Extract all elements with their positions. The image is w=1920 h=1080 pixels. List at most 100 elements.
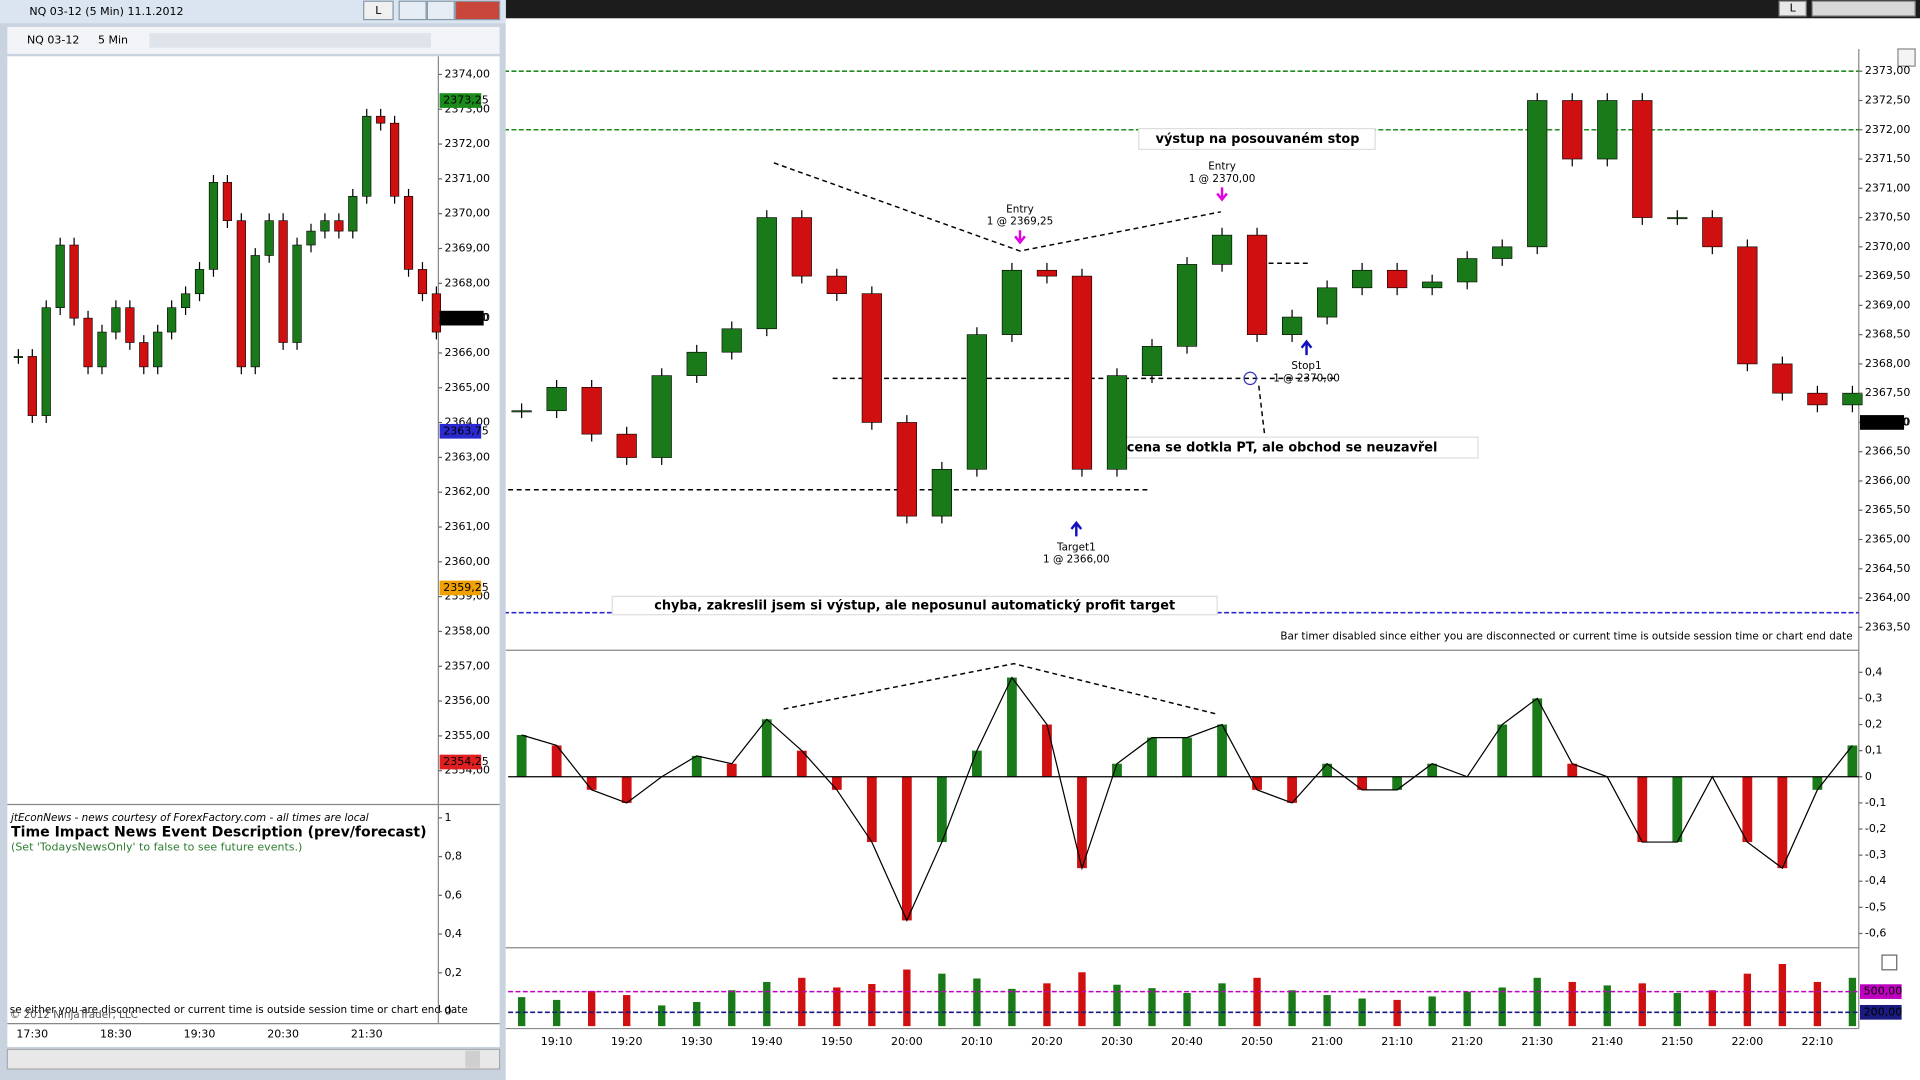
y-tick-label: 0,6 — [444, 888, 462, 901]
volume-bar — [1638, 983, 1646, 1027]
x-tick-label: 19:50 — [821, 1035, 853, 1048]
candle — [1281, 316, 1303, 335]
volume-bar — [833, 987, 841, 1027]
volume-bar — [1743, 973, 1752, 1027]
y-tick-label: -0,4 — [1865, 874, 1887, 887]
candle — [27, 356, 37, 416]
panel-button[interactable] — [1881, 954, 1898, 971]
candle — [111, 307, 121, 333]
x-tick-label: 21:30 — [1521, 1035, 1553, 1048]
copyright: © 2012 NinjaTrader, LLC — [10, 1009, 138, 1021]
main-l-button[interactable] — [1778, 0, 1807, 17]
osc-bar — [1357, 776, 1368, 790]
price-tag-label: 2359,25 — [443, 581, 489, 594]
x-tick-label: 17:30 — [16, 1028, 48, 1041]
order-fill: 1 @ 2366,00 — [1043, 554, 1110, 566]
y-tick-label: 2364,50 — [1865, 562, 1911, 575]
volume-bar — [903, 969, 911, 1027]
volume-bar — [1778, 964, 1787, 1027]
candle — [1071, 275, 1093, 470]
candle — [1036, 269, 1058, 277]
volume-bar — [1498, 987, 1506, 1027]
y-tick-label: 2361,00 — [444, 520, 490, 533]
candle — [417, 269, 428, 295]
toolbar-icons[interactable] — [149, 33, 432, 48]
last-price-label: 2367,00 — [443, 311, 489, 324]
y-tick-label: 2360,00 — [444, 555, 490, 568]
candle — [83, 317, 93, 368]
osc-bar — [691, 755, 702, 777]
x-tick-label: 19:30 — [184, 1028, 216, 1041]
x-tick-label: 19:10 — [541, 1035, 573, 1048]
candle — [320, 220, 330, 232]
left-chart-area — [7, 56, 500, 1047]
y-tick-label: 2370,50 — [1865, 211, 1911, 224]
annotation-box — [611, 595, 1218, 616]
candle — [1001, 269, 1023, 335]
osc-bar — [796, 750, 807, 777]
x-tick-label: 20:00 — [891, 1035, 923, 1048]
y-tick-label: -0,6 — [1865, 926, 1887, 939]
y-tick-label: 2367,50 — [1865, 386, 1911, 399]
y-tick-label: 2365,00 — [444, 381, 490, 394]
last-price-tag — [1860, 415, 1905, 430]
candle — [1106, 375, 1128, 470]
candle — [931, 468, 952, 517]
window-title: NQ 03-12 (5 Min) 11.1.2012 — [29, 5, 183, 18]
order-label: Target1 — [1056, 541, 1096, 553]
osc-bar — [972, 750, 982, 777]
divergence-line — [783, 662, 1217, 715]
main-window-controls[interactable] — [1811, 0, 1916, 17]
collapse-button[interactable] — [1897, 48, 1916, 67]
volume-bar — [1078, 972, 1086, 1027]
minimize-button[interactable] — [398, 0, 427, 21]
volume-bar — [1533, 977, 1541, 1027]
osc-bar — [1637, 776, 1648, 843]
candle — [264, 220, 274, 256]
osc-bar — [1112, 763, 1122, 777]
instrument-select[interactable]: NQ 03-12 — [27, 33, 79, 46]
maximize-button[interactable] — [426, 0, 455, 21]
osc-bar — [1287, 776, 1297, 803]
candle — [826, 275, 847, 294]
volume-bar — [763, 981, 771, 1027]
l-button[interactable] — [363, 0, 394, 21]
candle — [1457, 258, 1478, 283]
osc-bar — [761, 719, 772, 777]
last-price-tag — [439, 310, 484, 326]
price-tag-label: 200,00 — [1864, 1005, 1903, 1018]
candle — [55, 244, 65, 308]
osc-bar — [1252, 776, 1262, 790]
y-tick-label: 2372,50 — [1865, 93, 1911, 106]
y-tick-label: 1 — [444, 811, 451, 824]
candle — [250, 255, 260, 368]
volume-bar — [973, 978, 981, 1027]
news-timer-notice: se either you are disconnected or curren… — [10, 1004, 468, 1016]
x-tick-label: 19:40 — [751, 1035, 783, 1048]
volume-bar — [1568, 981, 1576, 1027]
news-header: Time Impact News Event Description (prev… — [11, 825, 427, 841]
scrollbar[interactable] — [6, 1048, 501, 1070]
scrollbar-thumb[interactable] — [465, 1050, 480, 1068]
candle — [1211, 234, 1233, 265]
price-tag — [439, 93, 482, 108]
volume-bar — [938, 973, 946, 1027]
price-tag-label: 500,00 — [1864, 985, 1903, 998]
close-button[interactable] — [454, 0, 501, 21]
y-tick-label: 2370,00 — [444, 207, 490, 220]
interval-select[interactable]: 5 Min — [98, 33, 128, 46]
x-tick-label: 21:00 — [1311, 1035, 1343, 1048]
volume-bar — [1148, 988, 1156, 1027]
osc-bar — [1497, 724, 1508, 777]
volume-bar — [658, 1005, 666, 1027]
candle — [861, 293, 882, 423]
x-tick-label: 21:50 — [1661, 1035, 1693, 1048]
osc-bar — [1567, 763, 1578, 777]
y-tick-label: 2363,00 — [444, 450, 490, 463]
price-tag-label: 2373,25 — [443, 94, 489, 107]
x-tick-label: 21:30 — [351, 1028, 383, 1041]
order-fill: 1 @ 2370,00 — [1273, 372, 1340, 384]
candle — [236, 220, 246, 368]
volume-bar — [798, 977, 806, 1027]
osc-bar — [726, 763, 737, 777]
